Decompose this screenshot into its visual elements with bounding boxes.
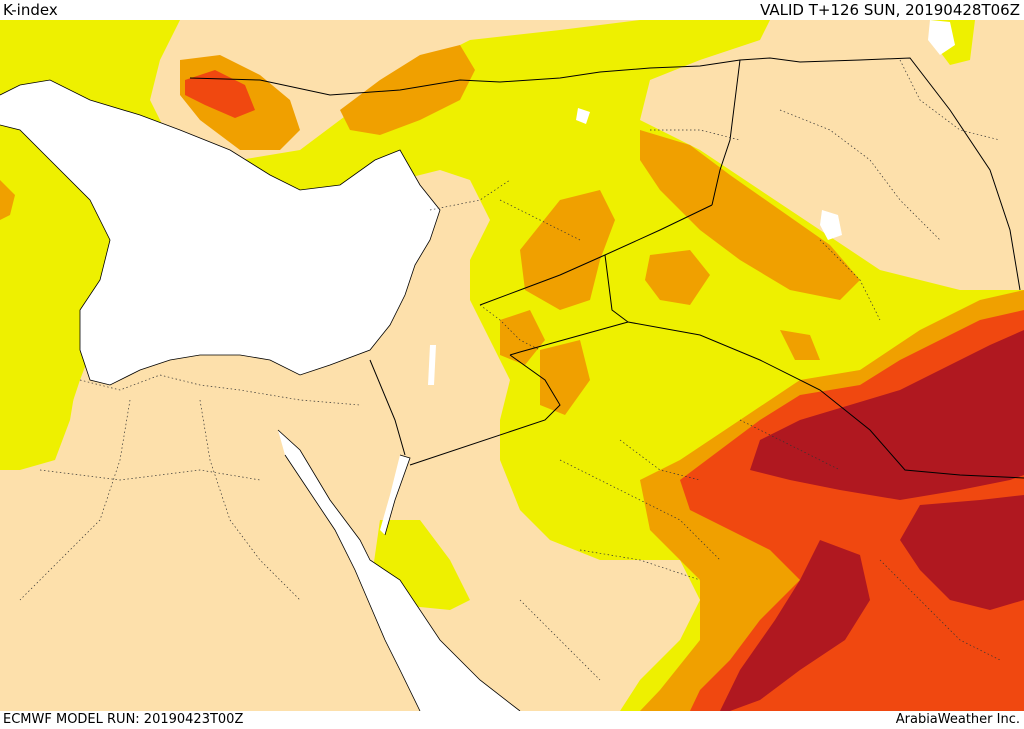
lake-tiberias bbox=[576, 108, 590, 124]
admin-borders bbox=[19, 59, 1001, 681]
marmara-sea bbox=[10, 95, 55, 125]
mediterranean-sea bbox=[0, 80, 440, 385]
credit-label: ArabiaWeather Inc. bbox=[895, 712, 1020, 727]
footer-bar bbox=[0, 711, 1024, 729]
model-run: ECMWF MODEL RUN: 20190423T00Z bbox=[3, 712, 244, 727]
lake-tharthar bbox=[820, 210, 842, 240]
coastlines bbox=[0, 79, 521, 711]
valid-time: VALID T+126 SUN, 20190428T06Z bbox=[760, 1, 1020, 19]
red-sea bbox=[278, 430, 520, 711]
header-bar bbox=[0, 0, 1024, 20]
k-index-darkred bbox=[720, 330, 1024, 711]
k-index-map bbox=[0, 20, 1024, 711]
political-borders bbox=[189, 57, 1024, 479]
map-title: K-index bbox=[3, 1, 58, 19]
gulf-of-aqaba bbox=[380, 455, 410, 535]
dead-sea bbox=[428, 345, 436, 385]
lake-van bbox=[928, 20, 955, 55]
